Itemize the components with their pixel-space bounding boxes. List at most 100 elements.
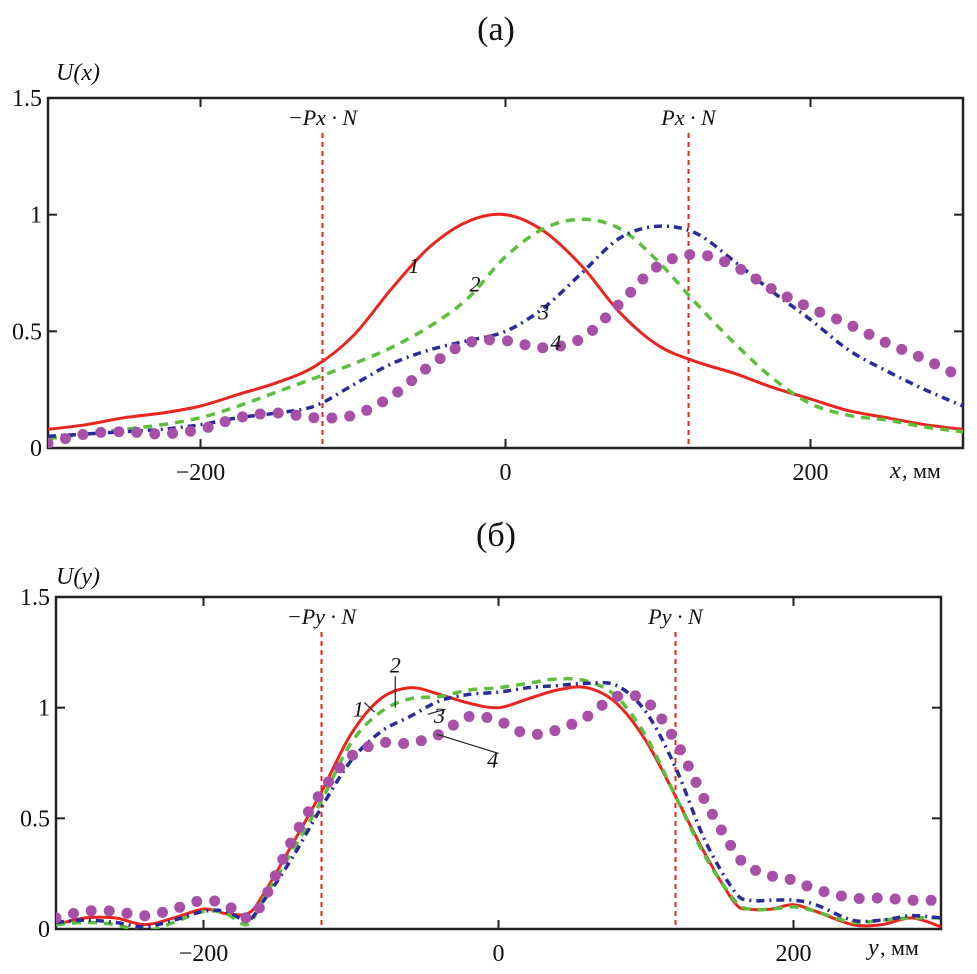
panel-a-series-4-dot	[929, 358, 941, 370]
panel-b-series-4-dot	[871, 892, 883, 904]
panel-b-series-4-dot	[225, 902, 237, 914]
panel-b-plot-area: −200 0 200 0 0.5 1 1.5 −Py · N Py · N 1 2 3 4	[20, 585, 943, 967]
panel-a-series-4-dot	[847, 320, 859, 332]
panel-b-series-4-dot	[262, 886, 274, 898]
panel-b-series-4-dot	[706, 808, 718, 820]
panel-b-series-4-dot	[191, 896, 203, 907]
panel-a-series-2-label: 2	[470, 272, 481, 297]
panel-b-series-4-leader	[436, 733, 499, 754]
panel-b-series-4-dot	[293, 821, 305, 833]
panel-b-series-4-dot	[139, 910, 151, 922]
panel-b-series-4-dot	[253, 902, 265, 914]
panel-b-series-4-dot	[612, 690, 624, 702]
panel-a-xtick-label: 0	[500, 460, 512, 486]
panel-b-xlabel-unit: , мм	[880, 935, 919, 960]
panel-b-xlabel-var: y	[866, 935, 879, 961]
panel-b-series-4-dot	[68, 908, 79, 919]
panel-a-series-4-dot	[290, 409, 302, 421]
panel-a-marker-label: Px · N	[660, 105, 717, 130]
panel-a-series-4-dot	[377, 396, 389, 408]
panel-a-series-4	[48, 249, 957, 448]
panel-b-series-4-dot	[334, 762, 346, 774]
panel-b-series-4-dot	[715, 824, 727, 836]
panel-a-series-4-dot	[502, 335, 513, 347]
panel-a-ytick-label: 0	[30, 436, 42, 462]
panel-b-series-4-dot	[531, 728, 543, 740]
panel-b-marker-label: Py · N	[647, 604, 704, 629]
panel-a-ytick-label: 1.5	[12, 86, 42, 112]
panel-a-series-4-dot	[48, 437, 54, 448]
panel-b-series-4-dot	[690, 776, 702, 788]
panel-a-title: (а)	[477, 11, 515, 48]
panel-a-xtick-label: −200	[176, 460, 226, 486]
panel-b-series-4-dot	[103, 905, 115, 917]
panel-a-series-4-dot	[765, 283, 777, 295]
panel-b-ytick-label: 0.5	[20, 806, 50, 832]
panel-a-series-4-dot	[519, 339, 531, 351]
panel-b-series-4-dot	[498, 717, 510, 729]
panel-a-series-4-dot	[863, 328, 875, 340]
panel-a-xtick-label: 200	[793, 460, 829, 486]
panel-a-series-1	[48, 212, 963, 431]
panel-a-series-4-dot	[434, 353, 446, 365]
panel-b-series-4-dot	[269, 870, 281, 882]
panel-a-ytick-label: 0.5	[12, 319, 42, 345]
panel-a-series-4-dot	[684, 249, 696, 261]
panel-b-series-4-dot	[277, 853, 289, 865]
panel-a-series-4-dot	[650, 261, 662, 273]
panel-b-series-1-label: 1	[353, 697, 364, 722]
panel-b-series-4-dot	[209, 895, 221, 907]
panel-b-series-4-dot	[645, 699, 657, 711]
panel-b-series-3-label: 3	[433, 703, 445, 728]
panel-b-title: (б)	[476, 517, 516, 554]
panel-b-ytick-label: 1	[38, 696, 50, 722]
panel-b-series-4-dot	[323, 776, 334, 788]
panel-b-series-1	[56, 685, 941, 929]
panel-a-series-1-label: 1	[409, 253, 420, 278]
panel-b-series-4-dot	[380, 736, 392, 748]
panel-b-series-4-dot	[750, 864, 761, 876]
panel-a-xlabel-var: x	[889, 458, 901, 484]
panel-b-series-2-label: 2	[390, 652, 401, 677]
panel-b-series-4-dot	[907, 894, 919, 906]
panel-a-series-4-dot	[308, 412, 320, 424]
panel-b-series-4-dot	[240, 912, 252, 924]
panel-a-axes-frame	[46, 96, 965, 450]
panel-b-series-4-dot	[447, 719, 459, 731]
panel-a-series-4-dot	[702, 250, 714, 262]
panel-b-series-4-dot	[56, 912, 62, 924]
panel-a-series-2	[48, 217, 963, 441]
panel-a-series-4-dot	[587, 324, 598, 336]
panel-a-series-4-dot	[797, 299, 809, 311]
panel-b-series-4-dot	[674, 744, 686, 756]
panel-b-series-4-dot	[735, 854, 747, 866]
panel-b-series-4-dot	[767, 870, 778, 882]
panel-a-series-4-dot	[237, 411, 248, 423]
panel-a-series-4-dot	[945, 366, 957, 378]
panel-a-series-4-dot	[637, 273, 649, 285]
panel-b-series-4-dot	[398, 738, 410, 749]
panel-a-series-4-dot	[131, 426, 143, 438]
panel-a-series-4-dot	[326, 412, 338, 424]
panel-b-series-4-dot	[596, 699, 608, 711]
panel-a: (а) U(x) x , мм −200 0 200 0 0.5 1 1.5 −Px · N P…	[12, 11, 965, 486]
panel-a-series-4-dot	[719, 256, 731, 268]
panel-b-ylabel: U(y)	[56, 564, 100, 590]
panel-b-series-4-dot	[174, 901, 186, 913]
panel-a-xlabel-unit: , мм	[902, 458, 941, 483]
panel-a-series-4-dot	[392, 386, 404, 398]
panel-b-ytick-label: 0	[38, 917, 50, 943]
panel-a-series-4-dot	[149, 428, 161, 440]
panel-a-series-4-dot	[879, 336, 891, 348]
panel-b-xtick-label: −200	[179, 941, 229, 967]
panel-a-series-4-dot	[420, 363, 431, 375]
panel-b-series-4-dot	[889, 893, 901, 905]
panel-a-series-4-dot	[781, 291, 793, 303]
panel-b-series-4-dot	[853, 893, 865, 904]
panel-a-series-4-label: 4	[550, 330, 561, 355]
panel-b-series-4-dot	[121, 907, 133, 919]
panel-a-series-4-dot	[77, 429, 89, 440]
panel-b-series-4-dot	[514, 726, 526, 738]
panel-b-series-4-dot	[629, 690, 641, 702]
panel-a-series-4-dot	[814, 306, 826, 318]
